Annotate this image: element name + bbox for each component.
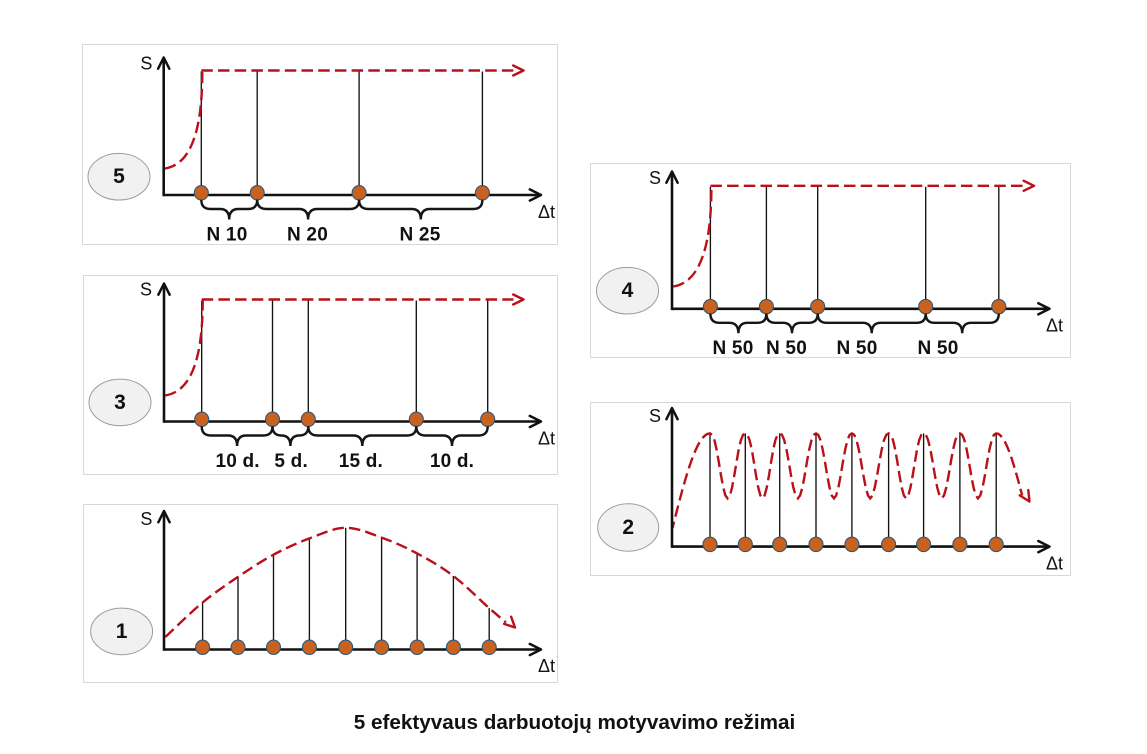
svg-text:Δt: Δt [538,428,555,448]
svg-text:N 20: N 20 [287,225,328,245]
svg-text:2: 2 [622,516,634,539]
svg-text:Δt: Δt [538,202,555,222]
svg-text:5: 5 [113,165,125,188]
svg-text:S: S [649,168,661,188]
svg-text:S: S [649,406,661,426]
svg-text:S: S [140,54,152,74]
svg-text:S: S [140,280,152,300]
svg-text:N 10: N 10 [207,225,248,245]
svg-text:S: S [140,509,152,529]
svg-text:Δt: Δt [538,656,555,676]
svg-text:3: 3 [114,391,126,414]
svg-text:N 25: N 25 [400,225,441,245]
svg-text:N 50: N 50 [918,338,959,357]
svg-text:N 50: N 50 [837,338,878,357]
svg-text:N 50: N 50 [766,338,807,357]
svg-text:10 d.: 10 d. [430,451,474,472]
svg-text:1: 1 [116,620,128,643]
svg-text:4: 4 [622,279,634,302]
svg-text:5 d.: 5 d. [274,451,308,472]
svg-text:Δt: Δt [1046,315,1063,335]
svg-text:Δt: Δt [1046,553,1063,573]
svg-text:15 d.: 15 d. [339,451,383,472]
svg-text:N 50: N 50 [713,338,754,357]
svg-text:10 d.: 10 d. [215,451,259,472]
